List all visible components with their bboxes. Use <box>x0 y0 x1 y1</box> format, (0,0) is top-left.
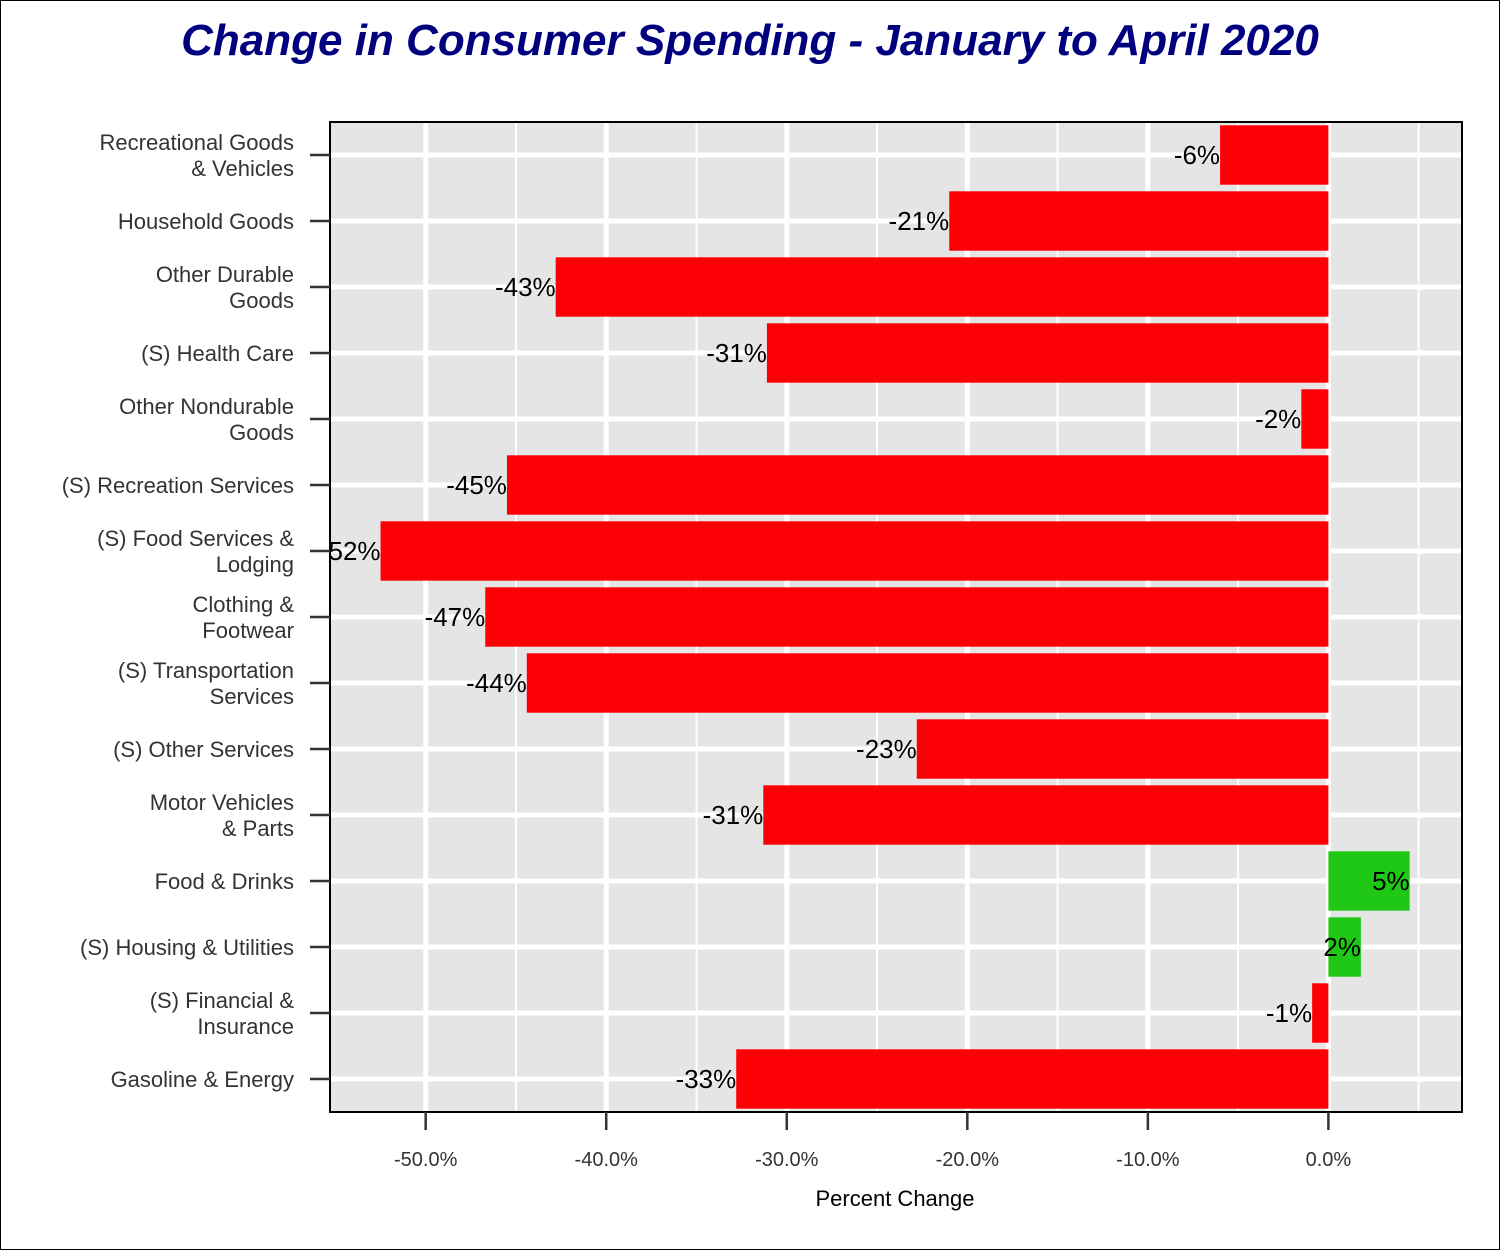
x-tick-label: -40.0% <box>575 1149 639 1171</box>
data-label: -44% <box>466 668 527 698</box>
data-label: -33% <box>676 1064 737 1094</box>
y-tick-label: (S) Transportation Services <box>118 658 294 709</box>
bar <box>736 1049 1329 1109</box>
data-label: -31% <box>706 338 767 368</box>
bar <box>506 455 1329 515</box>
bars <box>380 125 1410 1109</box>
data-label: -6% <box>1174 140 1220 170</box>
bar <box>1312 983 1329 1043</box>
bar <box>1220 125 1329 185</box>
x-tick-label: -10.0% <box>1116 1149 1180 1171</box>
bar <box>380 521 1329 581</box>
data-label: -31% <box>703 800 764 830</box>
y-tick-label: Clothing & Footwear <box>192 592 294 643</box>
data-label: -23% <box>856 734 917 764</box>
bar <box>1328 851 1410 911</box>
chart-title: Change in Consumer Spending - January to… <box>181 16 1319 65</box>
y-tick-label: Household Goods <box>118 209 294 234</box>
bar <box>1301 389 1329 449</box>
y-tick-label: Recreational Goods & Vehicles <box>100 130 294 181</box>
y-tick-label: (S) Health Care <box>141 341 294 366</box>
y-tick-label: Motor Vehicles & Parts <box>150 790 294 841</box>
bar <box>555 257 1329 317</box>
data-label: -47% <box>425 602 486 632</box>
y-tick-label: Other Durable Goods <box>156 262 294 313</box>
data-label: -2% <box>1255 404 1301 434</box>
data-label: 5% <box>1372 866 1410 896</box>
bar <box>763 785 1329 845</box>
data-label: -1% <box>1266 998 1312 1028</box>
data-label: -45% <box>446 470 507 500</box>
x-tick-label: -50.0% <box>394 1149 458 1171</box>
bar <box>949 191 1329 251</box>
bar <box>766 323 1329 383</box>
bar <box>916 719 1329 779</box>
y-tick-label: (S) Other Services <box>113 737 294 762</box>
y-tick-label: (S) Recreation Services <box>62 473 294 498</box>
x-tick-label: 0.0% <box>1306 1149 1352 1171</box>
y-tick-label: Other Nondurable Goods <box>119 394 294 445</box>
data-label: -43% <box>495 272 556 302</box>
data-label: -21% <box>889 206 950 236</box>
y-tick-label: (S) Housing & Utilities <box>80 935 294 960</box>
x-axis-label: Percent Change <box>816 1186 975 1211</box>
data-label: 2% <box>1323 932 1361 962</box>
y-tick-label: Gasoline & Energy <box>111 1067 294 1092</box>
y-tick-label: Food & Drinks <box>155 869 294 894</box>
data-label: -52% <box>320 536 381 566</box>
bar <box>1328 917 1361 977</box>
x-tick-label: -30.0% <box>755 1149 819 1171</box>
x-tick-label: -20.0% <box>936 1149 1000 1171</box>
y-tick-label: (S) Financial & Insurance <box>150 988 295 1039</box>
y-tick-label: (S) Food Services & Lodging <box>97 526 294 577</box>
bar <box>485 587 1329 647</box>
bar <box>526 653 1329 713</box>
data-labels: -6% -21% -43% -31% -2% -45% -52% -47% -44% -23% -3… <box>320 140 1410 1094</box>
